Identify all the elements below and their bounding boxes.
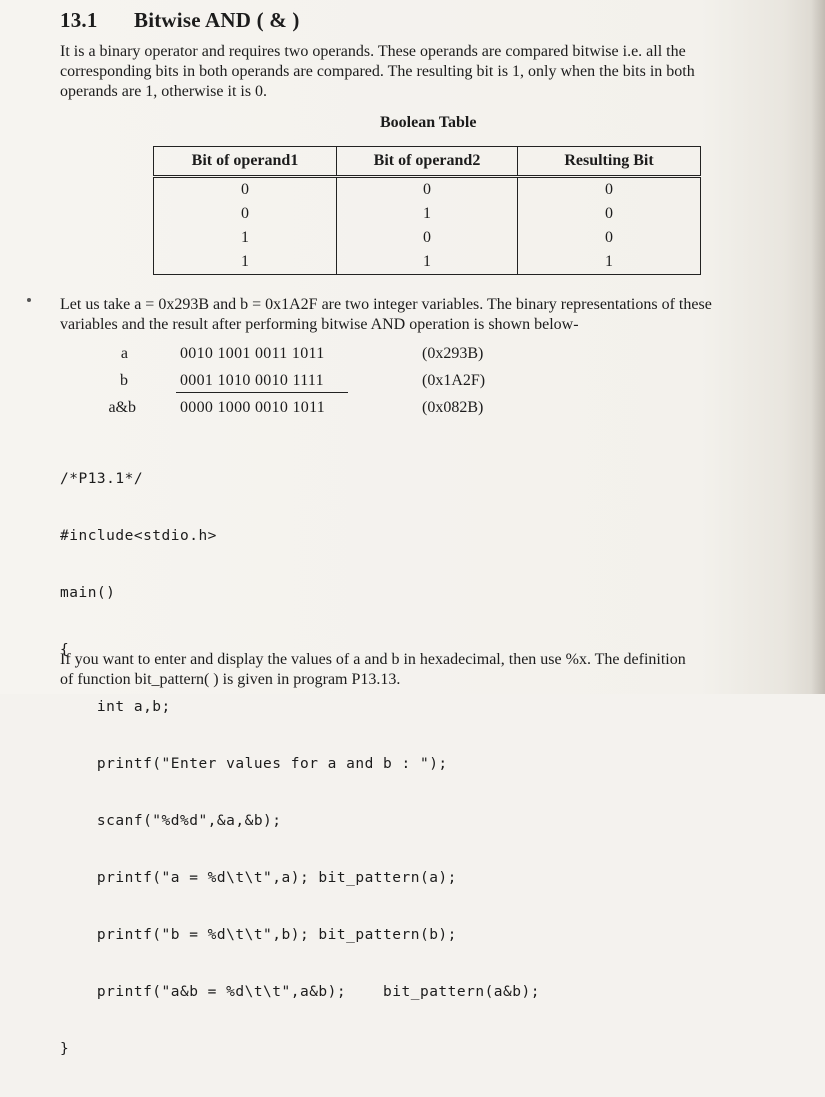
book-page: 13.1 Bitwise AND ( & ) It is a binary ope… xyxy=(0,0,825,1057)
table-row: 1 1 1 xyxy=(153,250,701,275)
table-caption: Boolean Table xyxy=(380,114,477,131)
intro-line: It is a binary operator and requires two… xyxy=(60,43,686,60)
code-line: printf("Enter values for a and b : "); xyxy=(60,756,448,772)
binary-bits: 0000 1000 0010 1011 xyxy=(180,399,326,416)
example-line: Let us take a = 0x293B and b = 0x1A2F ar… xyxy=(60,296,712,313)
intro-paragraph: It is a binary operator and requires two… xyxy=(60,42,812,102)
binary-bits: 0001 1010 0010 1111 xyxy=(180,372,324,389)
header-operand1: Bit of operand1 xyxy=(153,146,337,178)
binary-divider xyxy=(176,392,348,393)
table-cell: 0 xyxy=(517,202,701,226)
margin-mark xyxy=(27,298,31,302)
table-cell: 1 xyxy=(153,250,337,275)
table-cell: 1 xyxy=(153,226,337,250)
boolean-table: Bit of operand1 Bit of operand2 Resultin… xyxy=(153,146,701,275)
binary-label: b xyxy=(120,372,128,389)
table-cell: 0 xyxy=(336,176,518,202)
table-row: 0 0 0 xyxy=(153,176,701,202)
section-number: 13.1 xyxy=(60,8,98,32)
closing-paragraph: If you want to enter and display the val… xyxy=(60,650,812,690)
table-header-row: Bit of operand1 Bit of operand2 Resultin… xyxy=(153,146,701,178)
code-line: printf("b = %d\t\t",b); bit_pattern(b); xyxy=(60,927,457,943)
page-edge-shadow xyxy=(811,0,825,694)
binary-hex: (0x1A2F) xyxy=(422,372,486,389)
table-cell: 1 xyxy=(517,250,701,275)
section-heading: 13.1 Bitwise AND ( & ) xyxy=(60,8,300,33)
code-line: /*P13.1*/ xyxy=(60,471,144,487)
table-cell: 0 xyxy=(336,226,518,250)
table-row: 0 1 0 xyxy=(153,202,701,226)
table-cell: 0 xyxy=(517,226,701,250)
code-block: /*P13.1*/ #include<stdio.h> main() { int… xyxy=(60,432,540,1097)
example-paragraph: Let us take a = 0x293B and b = 0x1A2F ar… xyxy=(60,295,812,335)
header-operand2: Bit of operand2 xyxy=(336,146,518,178)
binary-label: a xyxy=(120,345,128,362)
header-result: Resulting Bit xyxy=(517,146,701,178)
intro-line: operands are 1, otherwise it is 0. xyxy=(60,83,268,100)
closing-line: of function bit_pattern( ) is given in p… xyxy=(60,671,401,688)
binary-label: a&b xyxy=(108,399,136,416)
binary-hex: (0x082B) xyxy=(422,399,484,416)
example-line: variables and the result after performin… xyxy=(60,316,579,333)
binary-hex: (0x293B) xyxy=(422,345,484,362)
binary-bits: 0010 1001 0011 1011 xyxy=(180,345,325,362)
code-line: printf("a = %d\t\t",a); bit_pattern(a); xyxy=(60,870,457,886)
code-line: scanf("%d%d",&a,&b); xyxy=(60,813,282,829)
code-line: } xyxy=(60,1041,70,1057)
closing-line: If you want to enter and display the val… xyxy=(60,651,686,668)
table-row: 1 0 0 xyxy=(153,226,701,250)
table-cell: 1 xyxy=(336,202,518,226)
section-title: Bitwise AND ( & ) xyxy=(134,8,300,32)
code-line: int a,b; xyxy=(60,699,171,715)
code-line: main() xyxy=(60,585,116,601)
table-cell: 1 xyxy=(336,250,518,275)
table-cell: 0 xyxy=(153,176,337,202)
code-line: #include<stdio.h> xyxy=(60,528,217,544)
code-line: { xyxy=(60,642,70,658)
table-cell: 0 xyxy=(153,202,337,226)
code-line: printf("a&b = %d\t\t",a&b); bit_pattern(… xyxy=(60,984,540,1000)
intro-line: corresponding bits in both operands are … xyxy=(60,63,695,80)
table-cell: 0 xyxy=(517,176,701,202)
